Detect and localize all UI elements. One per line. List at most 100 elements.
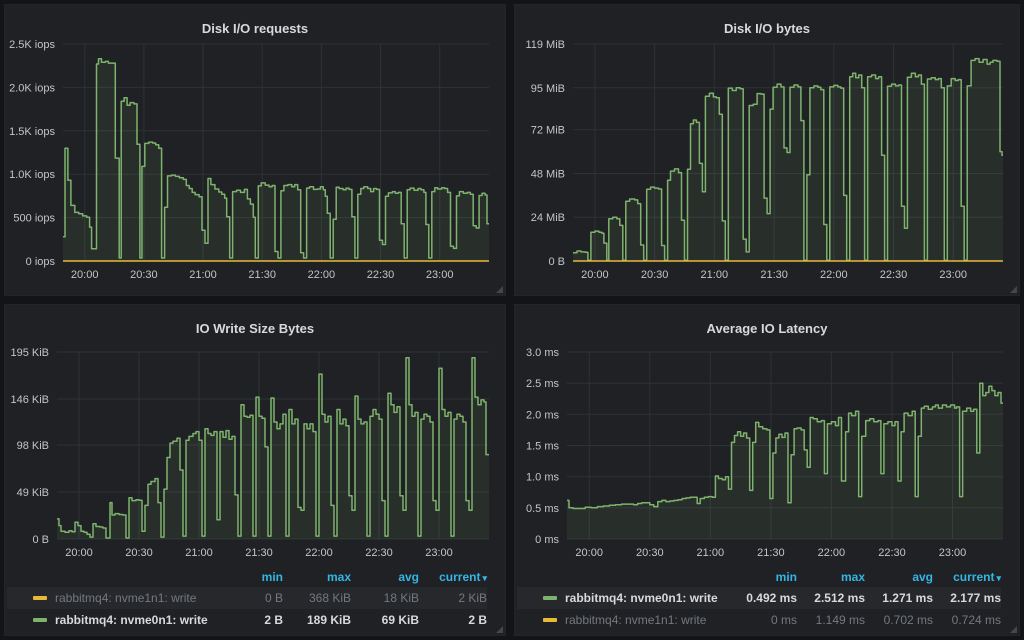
legend-min-value: 0 ms [770, 613, 797, 627]
x-axis-tick-label: 20:30 [641, 269, 669, 281]
series-line [567, 382, 1003, 510]
legend-max-value: 368 KiB [308, 591, 351, 605]
disk-io-bytes-chart[interactable]: 0 B 24 MiB 48 MiB 72 MiB 95 MiB 119 MiB 20:00 2… [517, 31, 1017, 291]
legend-col-current[interactable]: current ▾ [419, 570, 487, 584]
y-axis-tick-label: 1.5 ms [526, 441, 560, 453]
panel-title[interactable]: Average IO Latency [706, 320, 828, 336]
legend-current-value: 2 KiB [458, 591, 487, 605]
legend-col-min[interactable]: min [775, 570, 797, 584]
x-axis-tick-label: 20:30 [130, 269, 158, 281]
average-io-latency-chart[interactable]: 0 ms 0.5 ms 1.0 ms 1.5 ms 2.0 ms 2.5 ms 3.0 ms… [517, 331, 1017, 565]
chart-canvas[interactable]: 0 B 49 KiB 98 KiB 146 KiB 195 KiB 20:00 20:30 2… [7, 331, 503, 565]
legend-col-min[interactable]: min [261, 570, 283, 584]
y-axis-tick-label: 0 ms [535, 534, 559, 546]
legend-col-current-label: current [439, 570, 481, 584]
legend-header-row: min max avg current ▾ [517, 567, 1001, 587]
y-axis-tick-label: 2.5K iops [9, 39, 55, 51]
y-axis-tick-label: 98 KiB [17, 440, 49, 452]
panel-io-write-size-bytes: IO Write Size Bytes 0 B 49 KiB 98 KiB 146 K… [4, 304, 506, 636]
series-color-swatch[interactable] [33, 596, 47, 600]
series-color-swatch[interactable] [33, 618, 47, 622]
series-color-swatch[interactable] [543, 596, 557, 600]
series-fill [567, 383, 1003, 539]
chart-canvas[interactable]: 0 iops 500 iops 1.0K iops 1.5K iops 2.0K iop… [7, 31, 503, 291]
y-axis-tick-label: 1.5K iops [9, 126, 55, 138]
y-axis-tick-label: 195 KiB [10, 347, 49, 359]
x-axis-tick-label: 22:00 [305, 547, 333, 559]
y-axis-tick-label: 3.0 ms [526, 347, 560, 359]
panel-resize-handle[interactable] [1010, 286, 1017, 293]
x-axis-tick-label: 20:00 [71, 269, 99, 281]
y-axis-tick-label: 0 iops [26, 256, 56, 268]
panel-title[interactable]: Disk I/O bytes [724, 20, 810, 36]
legend-current-value: 0.724 ms [951, 613, 1001, 627]
legend-col-current-label: current [953, 570, 995, 584]
series-fill [63, 58, 489, 261]
x-axis-tick-label: 21:30 [757, 547, 785, 559]
legend-row-nvme0n1: rabbitmq4: nvme0n1: write 0.492 ms 2.512… [517, 587, 1001, 609]
legend-row-nvme1n1: rabbitmq4: nvme1n1: write 0 B 368 KiB 18… [7, 587, 487, 609]
legend-col-max[interactable]: max [326, 570, 351, 584]
x-axis-tick-label: 23:00 [425, 547, 453, 559]
x-axis-tick-label: 22:00 [818, 547, 846, 559]
x-axis-tick-label: 23:00 [939, 269, 967, 281]
panel-average-io-latency: Average IO Latency 0 ms 0.5 ms 1.0 ms 1.5 m… [514, 304, 1020, 636]
panel-title[interactable]: Disk I/O requests [201, 20, 309, 36]
y-axis-tick-label: 2.0 ms [526, 409, 560, 421]
y-axis-tick-label: 1.0K iops [9, 169, 55, 181]
legend-avg-value: 1.271 ms [882, 591, 933, 605]
y-axis-tick-label: 146 KiB [10, 394, 49, 406]
chart-canvas[interactable]: 0 B 24 MiB 48 MiB 72 MiB 95 MiB 119 MiB 20:00 2… [517, 31, 1017, 291]
series-fill [573, 58, 1003, 261]
sort-caret-icon: ▾ [996, 573, 1001, 583]
legend-col-avg[interactable]: avg [912, 570, 933, 584]
panel-resize-handle[interactable] [1010, 626, 1017, 633]
legend-current-value: 2 B [468, 613, 487, 627]
series-name[interactable]: rabbitmq4: nvme1n1: write [55, 591, 197, 605]
legend-max-value: 1.149 ms [815, 613, 865, 627]
x-axis-tick-label: 21:30 [248, 269, 276, 281]
x-axis-tick-label: 22:30 [367, 269, 395, 281]
x-axis-tick-label: 20:30 [636, 547, 664, 559]
legend-avg-value: 0.702 ms [883, 613, 933, 627]
panel-resize-handle[interactable] [496, 626, 503, 633]
legend-avg-value: 18 KiB [383, 591, 419, 605]
sort-caret-icon: ▾ [482, 573, 487, 583]
legend-header-row: min max avg current ▾ [7, 567, 487, 587]
chart-canvas[interactable]: 0 ms 0.5 ms 1.0 ms 1.5 ms 2.0 ms 2.5 ms 3.0 ms… [517, 331, 1017, 565]
y-axis-tick-label: 119 MiB [525, 39, 565, 51]
series-fill [57, 357, 489, 539]
y-axis-tick-label: 500 iops [13, 213, 55, 225]
legend-max-value: 189 KiB [306, 613, 351, 627]
series-name[interactable]: rabbitmq4: nvme0n1: write [55, 613, 208, 627]
legend-col-max[interactable]: max [840, 570, 865, 584]
panel-resize-handle[interactable] [496, 286, 503, 293]
x-axis-tick-label: 22:30 [365, 547, 393, 559]
x-axis-tick-label: 22:00 [308, 269, 336, 281]
panel-disk-io-requests: Disk I/O requests 0 iops 500 iops 1.0K iop… [4, 4, 506, 296]
panel-title[interactable]: IO Write Size Bytes [195, 320, 315, 336]
series-line [573, 57, 1003, 262]
x-axis-tick-label: 23:00 [939, 547, 967, 559]
panel-disk-io-bytes: Disk I/O bytes 0 B 24 MiB 48 MiB 72 MiB 95 M… [514, 4, 1020, 296]
legend-max-value: 2.512 ms [814, 591, 865, 605]
legend-min-value: 0.492 ms [746, 591, 797, 605]
series-color-swatch[interactable] [543, 618, 557, 622]
disk-io-requests-chart[interactable]: 0 iops 500 iops 1.0K iops 1.5K iops 2.0K iop… [7, 31, 503, 291]
y-axis-tick-label: 24 MiB [531, 212, 565, 224]
series-name[interactable]: rabbitmq4: nvme1n1: write [565, 613, 707, 627]
y-axis-tick-label: 95 MiB [531, 83, 565, 95]
y-axis-tick-label: 2.5 ms [526, 378, 560, 390]
x-axis-tick-label: 20:00 [65, 547, 93, 559]
legend-col-current[interactable]: current ▾ [933, 570, 1001, 584]
legend-col-avg[interactable]: avg [398, 570, 419, 584]
y-axis-tick-label: 0 B [32, 534, 49, 546]
io-write-size-bytes-chart[interactable]: 0 B 49 KiB 98 KiB 146 KiB 195 KiB 20:00 20:30 2… [7, 331, 503, 565]
legend-row-nvme0n1: rabbitmq4: nvme0n1: write 2 B 189 KiB 69… [7, 609, 487, 631]
series-name[interactable]: rabbitmq4: nvme0n1: write [565, 591, 718, 605]
x-axis-tick-label: 21:00 [701, 269, 729, 281]
legend-table: min max avg current ▾ rabbitmq4: nvme0n1:… [517, 567, 1001, 631]
legend-min-value: 2 B [264, 613, 283, 627]
y-axis-tick-label: 2.0K iops [9, 82, 55, 94]
